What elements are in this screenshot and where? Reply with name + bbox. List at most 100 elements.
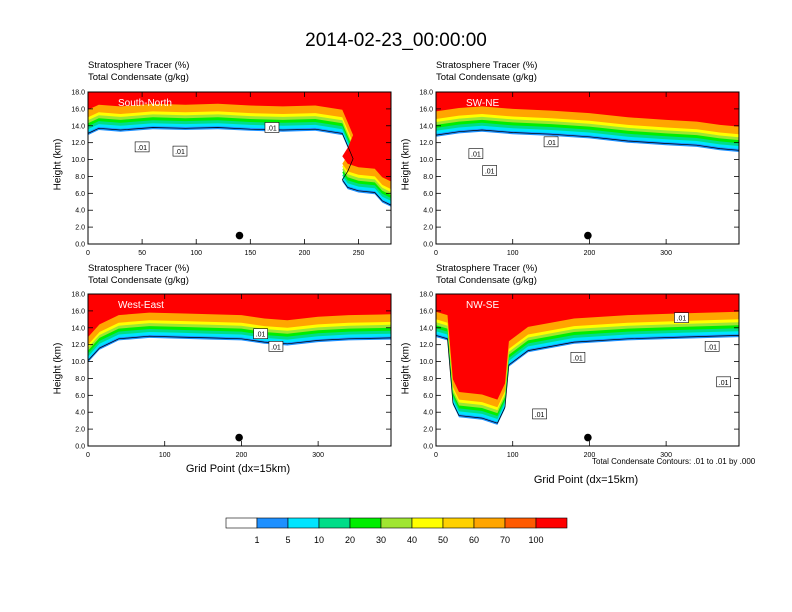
panel-3-ytick-label-8: 16.0 <box>419 308 433 315</box>
panel-1-xtick-label-3: 300 <box>660 250 672 257</box>
colorbar-label-8: 70 <box>500 535 510 545</box>
panel-0-ytick-label-8: 16.0 <box>71 106 85 113</box>
colorbar-label-3: 20 <box>345 535 355 545</box>
panel-1: .01 .01 .01 SW-NE 0.0 2.0 4.0 6.0 8.0 10.0 12.0 14.… <box>419 90 740 257</box>
panel-3-contour-label-2: .01 <box>677 316 687 323</box>
panel-3-xtick-label-1: 100 <box>507 452 519 459</box>
colorbar-swatch-9 <box>504 517 537 529</box>
panel-2-xtick-label-2: 200 <box>236 452 248 459</box>
panel-0-ytick-label-7: 14.0 <box>71 123 85 130</box>
panel-0-contour-label-1: .01 <box>175 149 185 156</box>
panel-1-title: SW-NE <box>466 98 499 109</box>
colorbar: 1 5 10 20 30 40 50 60 70 100 <box>225 517 568 545</box>
panel-0-ytick-label-2: 4.0 <box>75 208 85 215</box>
panel-1-ytick-label-8: 16.0 <box>419 106 433 113</box>
panel-0-ytick-label-9: 18.0 <box>71 90 85 97</box>
panel-1-surface-marker <box>584 231 592 240</box>
panel-0-contour-label-0: .01 <box>137 145 147 152</box>
panel-2-ytick-label-1: 2.0 <box>75 427 85 434</box>
panel-0-ytick-label-3: 6.0 <box>75 191 85 198</box>
panel-2-ytick-label-5: 10.0 <box>71 359 85 366</box>
panel-2-contour-label-1: .01 <box>271 344 281 351</box>
panel-0-surface-marker <box>235 231 244 240</box>
panel-0-contour-label-box-0 <box>134 141 150 153</box>
panel-0-frame <box>87 91 392 245</box>
panel-1-xtick-label-0: 0 <box>434 250 438 257</box>
panel-3-condensate-contour <box>436 335 739 424</box>
panel-0-contour-label-box-1 <box>172 145 188 157</box>
panel-1-ytick-label-1: 2.0 <box>423 225 433 232</box>
panel-2-contour-label-0: .01 <box>256 332 266 339</box>
colorbar-label-1: 5 <box>285 535 290 545</box>
panel-1-ytick-label-6: 12.0 <box>419 140 433 147</box>
panel-1-field: .01 .01 .01 <box>436 92 739 244</box>
colorbar-label-6: 50 <box>438 535 448 545</box>
panel-2-ytick-label-4: 8.0 <box>75 376 85 383</box>
panel-2-label-line1: Stratosphere Tracer (%) <box>88 263 190 274</box>
colorbar-label-9: 100 <box>528 535 543 545</box>
panel-0-tracer-core <box>88 92 391 182</box>
panel-2-xtick-label-0: 0 <box>86 452 90 459</box>
panel-0-field: .01 .01 .01 <box>88 92 391 244</box>
colorbar-label-2: 10 <box>314 535 324 545</box>
panel-0: .01 .01 .01 South-North 0.0 2.0 4.0 6.0 8.0 10.0 1… <box>71 90 392 257</box>
panel-1-ytick-label-5: 10.0 <box>419 157 433 164</box>
panel-0-title: South-North <box>118 98 172 109</box>
panel-2-xtick-label-3: 300 <box>312 452 324 459</box>
panel-2-field: .01 .01 <box>88 294 391 446</box>
panel-0-label-line2: Total Condensate (g/kg) <box>88 72 189 83</box>
panel-3-ytick-label-9: 18.0 <box>419 292 433 299</box>
panel-3-ytick-label-3: 6.0 <box>423 393 433 400</box>
panel-3-contour-label-box-1 <box>570 352 586 363</box>
panel-1-contour-label-box-1 <box>482 165 497 176</box>
panel-3-xlabel: Grid Point (dx=15km) <box>533 474 639 486</box>
panel-1-contour-label-1: .01 <box>485 169 495 176</box>
panel-3-contour-label-box-4 <box>716 376 731 388</box>
panel-3-label-line1: Stratosphere Tracer (%) <box>436 263 538 274</box>
panel-3-ytick-label-2: 4.0 <box>423 410 433 417</box>
panel-1-ytick-label-0: 0.0 <box>423 242 433 249</box>
panel-0-contour-label-box-2 <box>264 122 280 133</box>
panel-2-title: West-East <box>118 300 164 311</box>
colorbar-swatch-1 <box>256 517 289 529</box>
panel-1-xtick-label-2: 200 <box>584 250 596 257</box>
panel-3-surface-marker <box>584 433 592 442</box>
panel-2-xtick-label-1: 100 <box>159 452 171 459</box>
panel-1-contour-label-box-2 <box>543 136 559 148</box>
panel-1-label-line1: Stratosphere Tracer (%) <box>436 60 538 71</box>
colorbar-swatch-2 <box>287 517 320 529</box>
panel-0-ytick-label-4: 8.0 <box>75 174 85 181</box>
panel-3-ytick-label-0: 0.0 <box>423 444 433 451</box>
panel-3-contour-label-3: .01 <box>707 344 717 351</box>
panel-2-contour-label-box-1 <box>268 341 284 352</box>
panel-2-ytick-label-6: 12.0 <box>71 342 85 349</box>
panel-3-contour-label-4: .01 <box>719 380 729 387</box>
panel-2-ytick-label-8: 16.0 <box>71 308 85 315</box>
panel-3-xtick-label-2: 200 <box>584 452 596 459</box>
panel-0-condensate-contour <box>88 127 391 206</box>
panel-1-contour-label-2: .01 <box>546 140 556 147</box>
panel-3-title: NW-SE <box>466 300 499 311</box>
panel-3-ytick-label-6: 12.0 <box>419 342 433 349</box>
colorbar-swatch-6 <box>411 517 444 529</box>
panel-3-xtick-label-3: 300 <box>660 452 672 459</box>
panel-3-ytick-label-7: 14.0 <box>419 325 433 332</box>
panel-1-label-line2: Total Condensate (g/kg) <box>436 72 537 83</box>
panel-2-ytick-label-3: 6.0 <box>75 393 85 400</box>
panel-3-contour-label-1: .01 <box>573 355 583 362</box>
panel-0-ytick-label-1: 2.0 <box>75 225 85 232</box>
colorbar-swatch-0 <box>225 517 258 529</box>
panel-0-xtick-label-4: 200 <box>299 250 311 257</box>
panel-3-field: .01 .01 .01 .01 .01 <box>436 294 739 446</box>
colorbar-swatch-4 <box>349 517 382 529</box>
panel-0-xtick-label-2: 100 <box>190 250 202 257</box>
panel-1-tracer-core <box>436 92 739 127</box>
panel-2-ytick-label-7: 14.0 <box>71 325 85 332</box>
panel-3-contour-label-0: .01 <box>535 412 545 419</box>
colorbar-swatch-8 <box>473 517 506 529</box>
colorbar-label-5: 40 <box>407 535 417 545</box>
panel-2-tracer-core <box>88 294 391 338</box>
panel-2-surface-marker <box>235 433 243 442</box>
panel-0-xtick-label-1: 50 <box>138 250 146 257</box>
panel-1-ytick-label-3: 6.0 <box>423 191 433 198</box>
